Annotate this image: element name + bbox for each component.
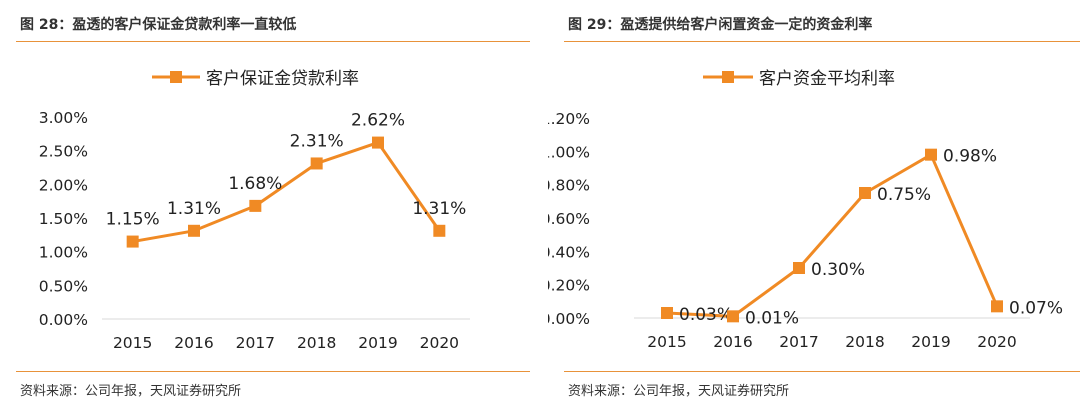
- data-point: [126, 235, 139, 248]
- data-point: [433, 224, 446, 237]
- data-point: [925, 148, 937, 161]
- data-point: [859, 187, 871, 199]
- x-tick-label: 2018: [845, 333, 884, 351]
- series-line: [132, 141, 441, 244]
- figure-title: 图 29：盈透提供给客户闲置资金一定的资金利率: [568, 17, 873, 33]
- source-divider: [16, 371, 530, 372]
- y-tick-label: 1.00%: [39, 244, 88, 262]
- x-tick-label: 2015: [113, 334, 152, 352]
- data-label: 1.68%: [228, 174, 282, 194]
- legend-label: 客户保证金贷款利率: [206, 69, 359, 89]
- data-point: [793, 262, 805, 274]
- title-divider: [564, 41, 1080, 42]
- data-label: 0.30%: [811, 260, 865, 280]
- figure-29-panel: 图 29：盈透提供给客户闲置资金一定的资金利率 客户资金平均利率 0.00% 0.2…: [548, 0, 1080, 415]
- y-tick-label: 0.00%: [548, 310, 590, 328]
- data-point: [991, 300, 1003, 313]
- data-label: 0.98%: [943, 147, 997, 167]
- data-label: 0.07%: [1009, 298, 1063, 318]
- data-point: [727, 310, 739, 323]
- data-label: 2.31%: [290, 131, 344, 151]
- data-label: 2.62%: [351, 111, 405, 131]
- data-point: [249, 199, 262, 212]
- legend-marker: [170, 71, 182, 83]
- y-tick-label: 3.00%: [39, 109, 88, 127]
- source-divider: [564, 371, 1080, 372]
- x-tick-label: 2016: [713, 333, 752, 351]
- x-tick-label: 2018: [297, 334, 336, 352]
- data-label: 0.03%: [679, 305, 733, 325]
- loan-rate-line-chart: 客户保证金贷款利率 0.00% 0.50% 1.00% 1.50% 2.00% 2.50% 3…: [39, 69, 470, 352]
- x-tick-label: 2020: [977, 333, 1016, 351]
- y-tick-label: 0.40%: [548, 243, 590, 261]
- x-tick-label: 2020: [420, 334, 459, 352]
- data-point: [372, 136, 384, 149]
- x-tick-label: 2019: [911, 333, 950, 351]
- y-tick-label: 2.50%: [39, 143, 88, 161]
- y-tick-label: 0.80%: [548, 177, 590, 195]
- data-point: [188, 224, 200, 237]
- legend-marker: [722, 71, 734, 83]
- y-tick-label: 1.00%: [548, 143, 590, 161]
- x-tick-label: 2016: [174, 334, 213, 352]
- y-tick-label: 0.20%: [548, 277, 590, 295]
- y-tick-label: 0.50%: [39, 277, 88, 295]
- data-label: 0.75%: [877, 185, 931, 205]
- y-tick-label: 2.00%: [39, 176, 88, 194]
- x-tick-label: 2017: [779, 333, 818, 351]
- cash-rate-line-chart: 客户资金平均利率 0.00% 0.20% 0.40% 0.60% 0.80% 1.00% 1.…: [548, 69, 1063, 351]
- y-tick-label: 1.50%: [39, 210, 88, 228]
- series-line: [666, 153, 999, 318]
- y-tick-label: 1.20%: [548, 110, 590, 128]
- x-tick-label: 2015: [647, 333, 686, 351]
- title-divider: [16, 41, 530, 42]
- x-tick-label: 2017: [236, 334, 275, 352]
- data-label: 1.31%: [167, 199, 221, 219]
- figure-28-panel: 图 28：盈透的客户保证金贷款利率一直较低 客户保证金贷款利率 0.00% 0.50…: [0, 0, 530, 415]
- data-label: 0.01%: [745, 308, 799, 328]
- y-tick-label: 0.60%: [548, 210, 590, 228]
- x-tick-label: 2019: [358, 334, 397, 352]
- figure-title: 图 28：盈透的客户保证金贷款利率一直较低: [20, 17, 297, 33]
- data-label: 1.15%: [106, 210, 160, 230]
- data-point: [661, 307, 673, 319]
- legend-label: 客户资金平均利率: [759, 69, 895, 89]
- data-label: 1.31%: [412, 199, 466, 219]
- source-note: 资料来源：公司年报，天风证券研究所: [568, 384, 790, 399]
- data-point: [310, 157, 323, 170]
- source-note: 资料来源：公司年报，天风证券研究所: [20, 384, 242, 399]
- y-tick-label: 0.00%: [39, 311, 88, 329]
